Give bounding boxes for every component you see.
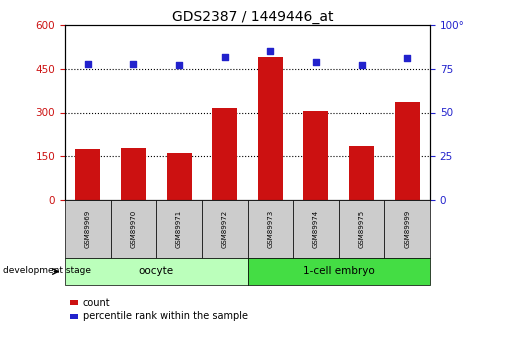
- Point: [312, 59, 320, 65]
- Bar: [258, 57, 283, 200]
- Point: [129, 61, 137, 66]
- Text: GSM89975: GSM89975: [359, 210, 365, 248]
- Bar: [75, 149, 100, 200]
- Text: 1-cell embryo: 1-cell embryo: [303, 266, 375, 276]
- Text: GSM89973: GSM89973: [267, 210, 273, 248]
- Point: [221, 54, 229, 59]
- Text: oocyte: oocyte: [139, 266, 174, 276]
- Text: GSM89969: GSM89969: [85, 210, 91, 248]
- Bar: [212, 108, 237, 200]
- Bar: [304, 111, 328, 200]
- Bar: [394, 102, 420, 200]
- Point: [84, 61, 92, 66]
- Bar: [121, 148, 146, 200]
- Point: [358, 62, 366, 68]
- Text: GSM89999: GSM89999: [404, 210, 410, 248]
- Text: percentile rank within the sample: percentile rank within the sample: [83, 312, 247, 322]
- Text: GDS2387 / 1449446_at: GDS2387 / 1449446_at: [172, 10, 333, 24]
- Text: GSM89970: GSM89970: [130, 210, 136, 248]
- Point: [403, 56, 411, 61]
- Point: [175, 62, 183, 68]
- Text: development stage: development stage: [3, 266, 90, 275]
- Text: GSM89971: GSM89971: [176, 210, 182, 248]
- Text: GSM89974: GSM89974: [313, 210, 319, 248]
- Text: count: count: [83, 298, 110, 308]
- Point: [266, 49, 274, 54]
- Text: GSM89972: GSM89972: [222, 210, 228, 248]
- Bar: [167, 153, 191, 200]
- Bar: [349, 146, 374, 200]
